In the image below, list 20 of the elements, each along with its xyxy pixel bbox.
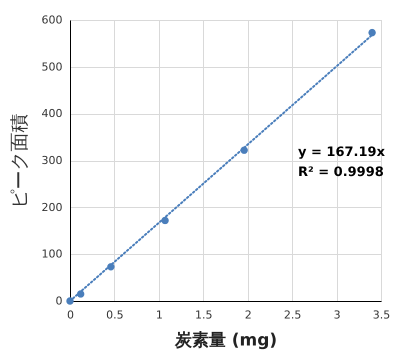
x-tick-label: 3 [334,308,341,322]
y-tick-label: 400 [42,107,62,120]
x-tick-label: 3.5 [372,308,390,322]
annotation: y = 167.19x [298,145,386,160]
y-tick-label: 500 [42,60,62,74]
y-tick-label: 200 [42,200,62,214]
x-axis-title: 炭素量 (mg) [174,330,278,350]
y-tick-label: 0 [56,294,62,308]
x-tick-label: 1.5 [195,308,213,322]
y-tick-label: 100 [42,248,62,261]
x-tick-label: 2.5 [284,308,302,322]
y-axis-title: ピーク面積 [8,114,31,208]
x-tick-label: 0 [67,308,74,322]
y-tick-label: 300 [42,154,62,167]
annotation: R² = 0.9998 [298,165,384,180]
x-tick-label: 2 [244,308,252,322]
x-tick-label: 0.5 [106,308,124,322]
point [368,28,376,36]
y-tick-label: 600 [42,14,62,26]
x-tick-label: 1 [156,308,163,322]
